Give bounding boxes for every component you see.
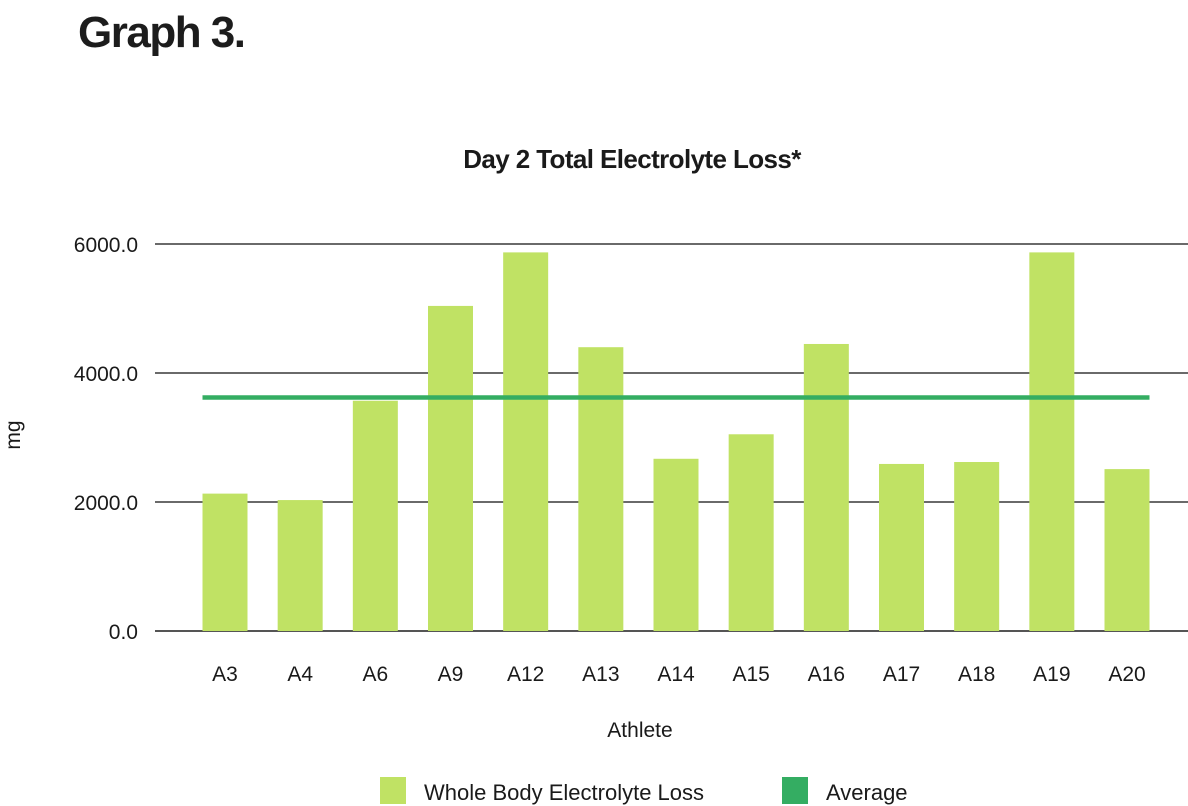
bar-a6 bbox=[352, 400, 398, 631]
y-axis-label: mg bbox=[2, 420, 25, 449]
bar-a17 bbox=[879, 463, 924, 631]
x-tick-label: A18 bbox=[958, 663, 995, 686]
x-tick-label: A19 bbox=[1033, 663, 1070, 686]
y-tick-label: 0.0 bbox=[109, 621, 138, 644]
y-axis-ticks: 0.0 2000.0 4000.0 6000.0 bbox=[74, 234, 138, 644]
bar-a9 bbox=[428, 305, 473, 631]
x-tick-label: A13 bbox=[582, 663, 619, 686]
legend-item-whole-body: Whole Body Electrolyte Loss bbox=[380, 777, 704, 805]
legend-label: Average bbox=[826, 780, 908, 805]
x-axis-ticks: A3 A4 A6 A9 A12 A13 A14 A15 A16 A17 A18 A19 A20 bbox=[212, 663, 1146, 686]
x-tick-label: A15 bbox=[732, 663, 769, 686]
x-tick-label: A12 bbox=[507, 663, 544, 686]
bar-a4 bbox=[277, 500, 323, 631]
x-axis-label: Athlete bbox=[607, 719, 672, 742]
y-tick-label: 6000.0 bbox=[74, 234, 138, 257]
bar-a12 bbox=[503, 252, 549, 631]
legend-item-average: Average bbox=[782, 777, 908, 805]
x-tick-label: A16 bbox=[808, 663, 845, 686]
y-tick-label: 2000.0 bbox=[74, 492, 138, 515]
bar-a19 bbox=[1029, 252, 1075, 631]
chart-title: Day 2 Total Electrolyte Loss* bbox=[463, 144, 802, 174]
page-heading: Graph 3. bbox=[78, 8, 246, 57]
y-tick-label: 4000.0 bbox=[74, 363, 138, 386]
legend: Whole Body Electrolyte Loss Average bbox=[380, 777, 908, 805]
x-tick-label: A20 bbox=[1108, 663, 1145, 686]
bar-a3 bbox=[202, 493, 248, 631]
x-tick-label: A6 bbox=[362, 663, 388, 686]
legend-swatch bbox=[782, 777, 808, 804]
legend-label: Whole Body Electrolyte Loss bbox=[424, 780, 704, 805]
legend-swatch bbox=[380, 777, 406, 804]
bar-a20 bbox=[1104, 469, 1150, 631]
bar-a16 bbox=[803, 343, 849, 631]
bar-a14 bbox=[653, 458, 699, 631]
bar-a13 bbox=[578, 347, 624, 631]
bar-a15 bbox=[728, 434, 774, 631]
x-tick-label: A9 bbox=[438, 663, 464, 686]
x-tick-label: A4 bbox=[287, 663, 313, 686]
x-tick-label: A3 bbox=[212, 663, 238, 686]
bar-series bbox=[202, 252, 1150, 631]
x-tick-label: A14 bbox=[657, 663, 695, 686]
x-tick-label: A17 bbox=[883, 663, 920, 686]
bar-a18 bbox=[954, 462, 1000, 631]
